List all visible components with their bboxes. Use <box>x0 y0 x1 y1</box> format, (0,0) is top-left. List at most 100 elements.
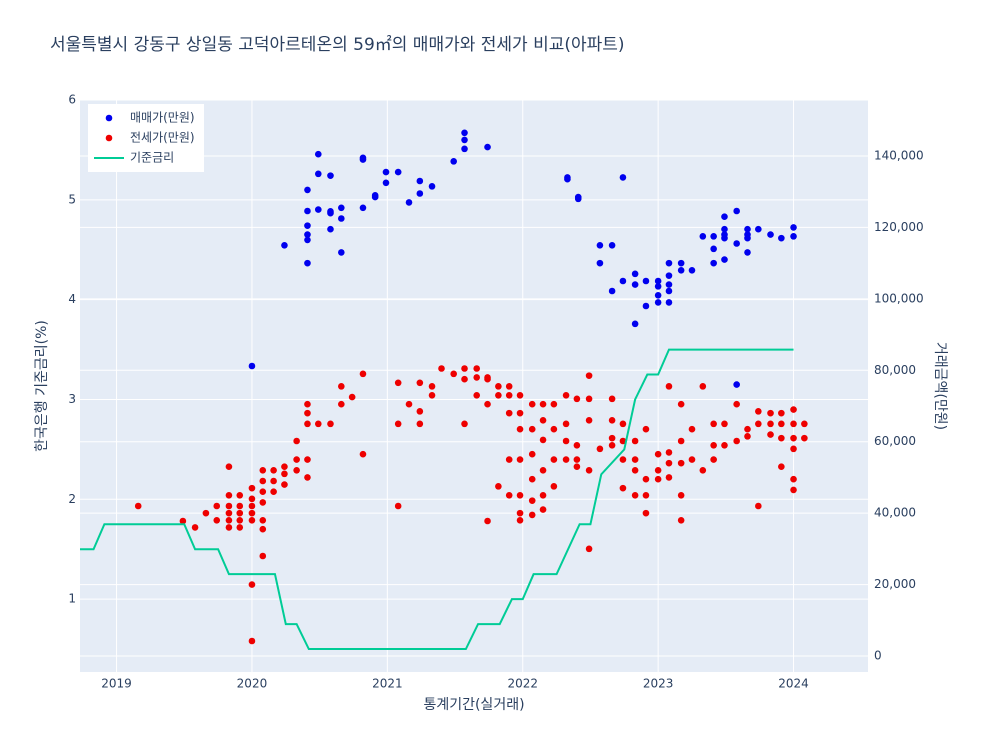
point <box>314 206 322 213</box>
point <box>428 383 436 390</box>
point <box>327 172 334 179</box>
point <box>619 277 627 285</box>
point <box>495 483 502 490</box>
point <box>484 517 491 525</box>
point <box>778 463 785 471</box>
point <box>428 391 436 399</box>
point <box>642 491 650 499</box>
point <box>665 449 673 456</box>
point <box>338 204 345 212</box>
point <box>778 420 785 428</box>
point <box>654 277 662 285</box>
point <box>573 395 581 403</box>
point <box>505 491 513 499</box>
point <box>654 466 662 474</box>
point <box>416 177 424 185</box>
point <box>236 491 244 499</box>
point <box>619 456 627 463</box>
point <box>248 637 256 645</box>
point <box>564 175 571 183</box>
point <box>699 233 707 240</box>
point <box>505 409 513 417</box>
point <box>596 445 604 453</box>
point <box>654 475 662 483</box>
y-tick-label: 5 <box>68 192 76 206</box>
y-tick-label: 4 <box>68 292 76 306</box>
legend: 매매가(만원) 전세가(만원) 기준금리 <box>88 104 204 172</box>
point <box>585 545 593 553</box>
x-tick-label: 2023 <box>643 677 674 691</box>
point <box>248 484 256 492</box>
point <box>744 425 751 433</box>
point <box>304 400 311 408</box>
y-tick-label: 3 <box>68 392 76 406</box>
point <box>733 207 740 215</box>
point <box>516 509 524 517</box>
x-axis-label: 통계기간(실거래) <box>423 697 524 713</box>
point <box>461 375 468 383</box>
point <box>721 225 728 233</box>
point <box>790 406 797 413</box>
point <box>371 191 379 199</box>
point <box>259 466 267 474</box>
point <box>642 509 650 517</box>
point <box>293 456 300 463</box>
y-tick-label: 2 <box>68 492 76 506</box>
point <box>562 456 570 463</box>
point <box>677 400 685 408</box>
point <box>225 509 233 517</box>
point <box>293 466 300 474</box>
point <box>304 231 311 238</box>
point <box>327 420 334 428</box>
point <box>359 156 367 163</box>
point <box>304 420 311 428</box>
point <box>677 259 685 267</box>
point <box>516 516 524 524</box>
point <box>721 256 728 263</box>
line <box>80 348 794 651</box>
point <box>248 581 256 588</box>
point <box>248 516 256 524</box>
point <box>516 425 524 433</box>
point <box>562 420 570 428</box>
y2-tick-label: 0 <box>874 649 882 663</box>
point <box>505 456 513 463</box>
point <box>710 245 717 253</box>
point <box>338 249 345 256</box>
point <box>516 391 524 399</box>
point <box>677 491 685 499</box>
point <box>755 225 762 233</box>
point <box>338 400 345 408</box>
point <box>539 466 547 474</box>
point <box>585 466 593 474</box>
point <box>338 215 345 222</box>
point <box>338 383 345 390</box>
point <box>304 259 311 267</box>
point <box>416 190 424 197</box>
y2-tick-label: 120,000 <box>874 220 924 234</box>
point <box>631 456 639 463</box>
point <box>710 259 717 267</box>
point <box>450 370 457 378</box>
point <box>744 249 751 256</box>
point <box>484 375 491 383</box>
point <box>473 374 481 381</box>
point <box>677 459 685 467</box>
point <box>259 477 267 485</box>
point <box>631 281 639 288</box>
point <box>665 299 673 306</box>
point <box>225 491 233 499</box>
point <box>744 225 751 233</box>
point <box>236 509 244 517</box>
point <box>574 195 582 203</box>
point <box>608 441 616 449</box>
point <box>304 186 311 194</box>
point <box>259 552 267 560</box>
point <box>790 233 797 240</box>
point <box>314 150 322 158</box>
point <box>505 383 513 390</box>
point <box>416 408 424 415</box>
point <box>528 425 536 433</box>
legend-label: 전세가(만원) <box>130 131 195 145</box>
